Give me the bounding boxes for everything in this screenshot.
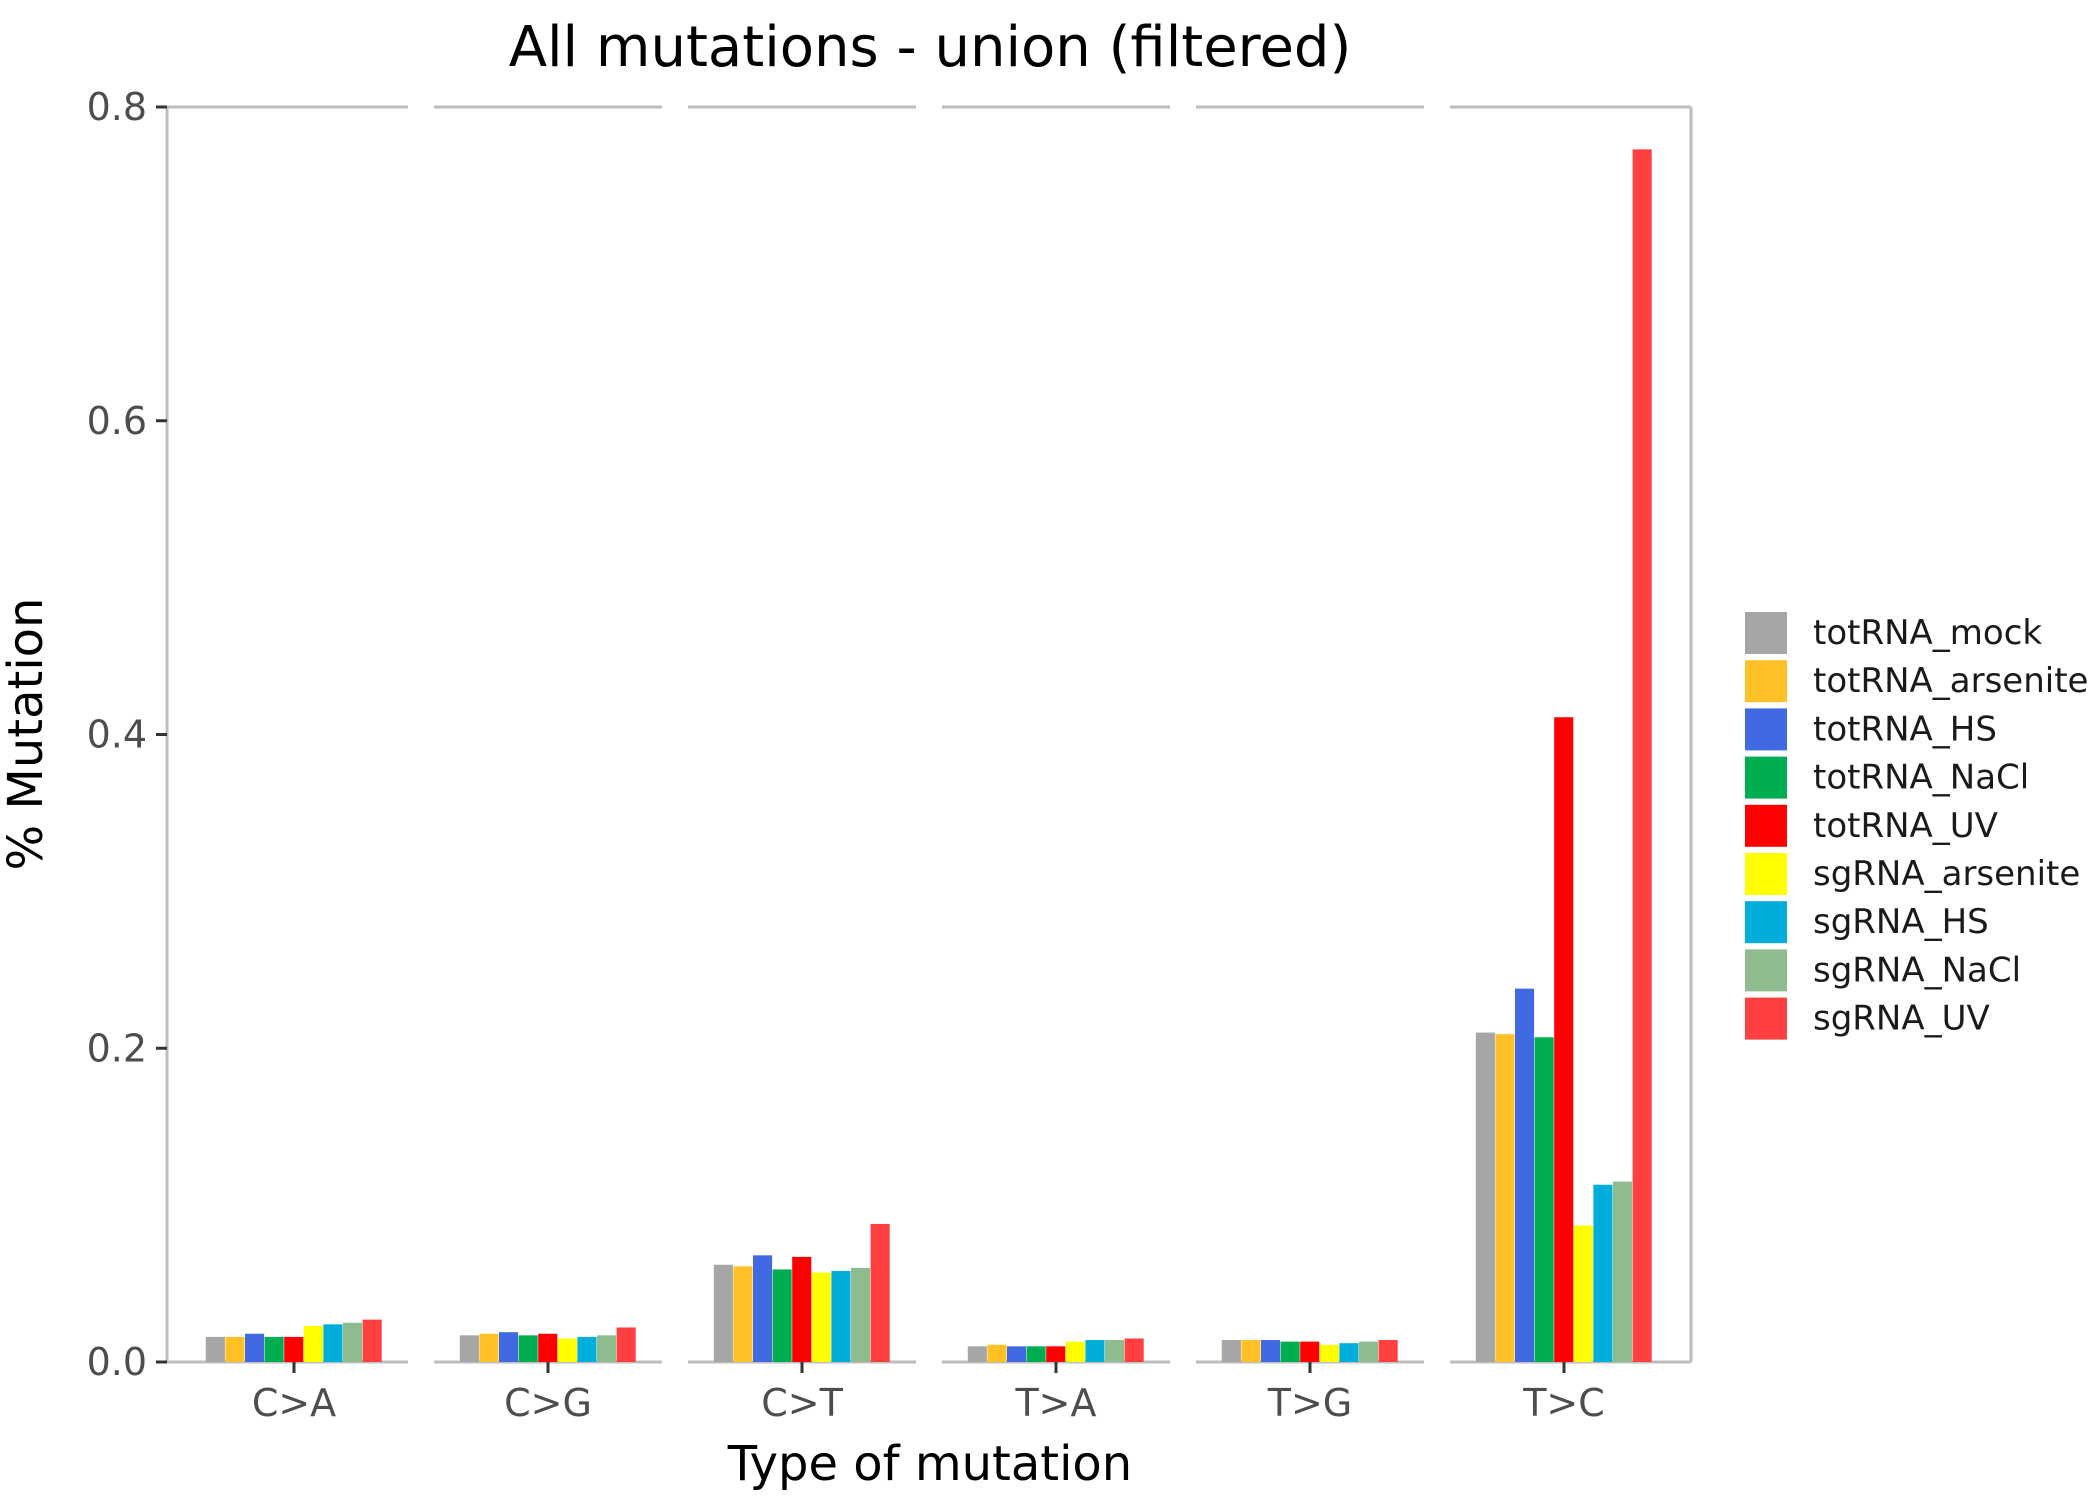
legend-key-sgRNA_UV [1745, 997, 1787, 1040]
bar-totRNA_arsenite-T>A [987, 1344, 1007, 1362]
legend-key-totRNA_NaCl [1745, 756, 1787, 799]
legend: totRNA_mock totRNA_arsenite totRNA_HS totRN… [1745, 612, 2088, 1040]
bar-totRNA_HS-C>G [499, 1332, 519, 1362]
bar-sgRNA_HS-C>T [831, 1271, 851, 1362]
bar-sgRNA_NaCl-C>T [851, 1267, 871, 1362]
bar-totRNA_mock-T>G [1221, 1340, 1241, 1362]
bar-totRNA_mock-T>A [967, 1346, 987, 1362]
x-axis-title: Type of mutation [727, 1436, 1132, 1492]
bar-sgRNA_arsenite-C>G [557, 1338, 577, 1362]
bar-sgRNA_arsenite-T>C [1573, 1225, 1593, 1362]
x-tick-label: C>T [761, 1381, 843, 1425]
legend-label-totRNA_arsenite: totRNA_arsenite [1813, 661, 2088, 701]
bar-sgRNA_UV-T>A [1124, 1338, 1144, 1362]
bar-totRNA_arsenite-T>G [1241, 1340, 1261, 1362]
bar-sgRNA_arsenite-C>T [811, 1272, 831, 1362]
bar-sgRNA_arsenite-T>A [1065, 1341, 1085, 1362]
bar-totRNA_mock-T>C [1475, 1032, 1495, 1362]
legend-key-totRNA_mock [1745, 612, 1787, 654]
bar-totRNA_NaCl-C>G [518, 1335, 538, 1362]
y-tick-label: 0.2 [87, 1026, 147, 1070]
chart-title: All mutations - union (filtered) [509, 15, 1352, 80]
bar-sgRNA_arsenite-C>A [303, 1325, 323, 1362]
bar-sgRNA_arsenite-T>G [1319, 1344, 1339, 1362]
bar-totRNA_HS-T>A [1007, 1346, 1027, 1362]
bar-totRNA_HS-C>T [753, 1255, 773, 1362]
legend-label-sgRNA_UV: sgRNA_UV [1813, 999, 1990, 1039]
bar-sgRNA_UV-C>A [362, 1319, 382, 1362]
legend-key-sgRNA_arsenite [1745, 853, 1787, 895]
bar-totRNA_NaCl-T>A [1026, 1346, 1046, 1362]
y-tick-label: 0.4 [87, 713, 147, 757]
legend-label-sgRNA_NaCl: sgRNA_NaCl [1813, 950, 2021, 990]
legend-label-totRNA_NaCl: totRNA_NaCl [1813, 758, 2029, 798]
legend-key-sgRNA_HS [1745, 901, 1787, 944]
legend-label-sgRNA_HS: sgRNA_HS [1813, 902, 1989, 942]
bar-totRNA_UV-C>A [284, 1336, 304, 1362]
bar-totRNA_UV-T>G [1300, 1341, 1320, 1362]
bar-totRNA_NaCl-T>C [1534, 1037, 1554, 1362]
bar-sgRNA_NaCl-T>G [1359, 1341, 1379, 1362]
bar-sgRNA_UV-C>G [616, 1327, 636, 1362]
bar-sgRNA_HS-C>G [577, 1336, 597, 1362]
bar-sgRNA_NaCl-C>A [343, 1322, 363, 1362]
bar-totRNA_UV-C>G [538, 1333, 558, 1362]
bar-totRNA_mock-C>T [713, 1264, 733, 1362]
bar-sgRNA_NaCl-C>G [597, 1335, 617, 1362]
bar-totRNA_NaCl-C>A [264, 1336, 284, 1362]
bar-totRNA_mock-C>G [459, 1335, 479, 1362]
bars-layer [205, 149, 1652, 1363]
bar-totRNA_HS-C>A [245, 1333, 265, 1362]
y-axis-title: % Mutation [0, 598, 54, 871]
bar-totRNA_arsenite-T>C [1495, 1034, 1515, 1362]
x-tick-label: T>C [1522, 1381, 1605, 1425]
bar-totRNA_NaCl-C>T [772, 1269, 792, 1362]
legend-label-totRNA_mock: totRNA_mock [1813, 613, 2042, 653]
legend-key-totRNA_UV [1745, 804, 1787, 847]
x-tick-label: T>G [1267, 1381, 1353, 1425]
bar-sgRNA_HS-T>G [1339, 1343, 1359, 1362]
legend-label-sgRNA_arsenite: sgRNA_arsenite [1813, 854, 2080, 894]
bar-sgRNA_HS-T>C [1593, 1184, 1613, 1362]
bar-sgRNA_NaCl-T>A [1105, 1340, 1125, 1362]
legend-key-sgRNA_NaCl [1745, 949, 1787, 992]
bar-totRNA_HS-T>G [1261, 1340, 1281, 1362]
bar-totRNA_arsenite-C>G [479, 1333, 499, 1362]
bar-sgRNA_HS-T>A [1085, 1340, 1105, 1362]
x-tick-label: C>A [252, 1381, 336, 1425]
bar-totRNA_UV-T>A [1046, 1346, 1066, 1362]
legend-key-totRNA_HS [1745, 708, 1787, 751]
x-tick-label: T>A [1014, 1381, 1096, 1425]
bar-sgRNA_UV-C>T [870, 1223, 890, 1362]
bar-totRNA_arsenite-C>A [225, 1336, 245, 1362]
bar-sgRNA_NaCl-T>C [1613, 1181, 1633, 1362]
y-tick-label: 0.6 [87, 399, 147, 443]
y-tick-label: 0.0 [87, 1340, 147, 1384]
x-tick-label: C>G [504, 1381, 592, 1425]
bar-sgRNA_UV-T>G [1378, 1340, 1398, 1362]
legend-key-totRNA_arsenite [1745, 660, 1787, 703]
bar-totRNA_mock-C>A [205, 1336, 225, 1362]
bar-totRNA_UV-T>C [1554, 717, 1574, 1362]
legend-label-totRNA_HS: totRNA_HS [1813, 709, 1997, 749]
bar-totRNA_HS-T>C [1515, 988, 1535, 1362]
y-tick-label: 0.8 [87, 85, 147, 129]
bar-sgRNA_HS-C>A [323, 1324, 343, 1362]
bar-totRNA_arsenite-C>T [733, 1266, 753, 1362]
bar-sgRNA_UV-T>C [1632, 149, 1652, 1363]
bar-totRNA_NaCl-T>G [1280, 1341, 1300, 1362]
legend-label-totRNA_UV: totRNA_UV [1813, 806, 1998, 846]
bar-totRNA_UV-C>T [792, 1256, 812, 1362]
